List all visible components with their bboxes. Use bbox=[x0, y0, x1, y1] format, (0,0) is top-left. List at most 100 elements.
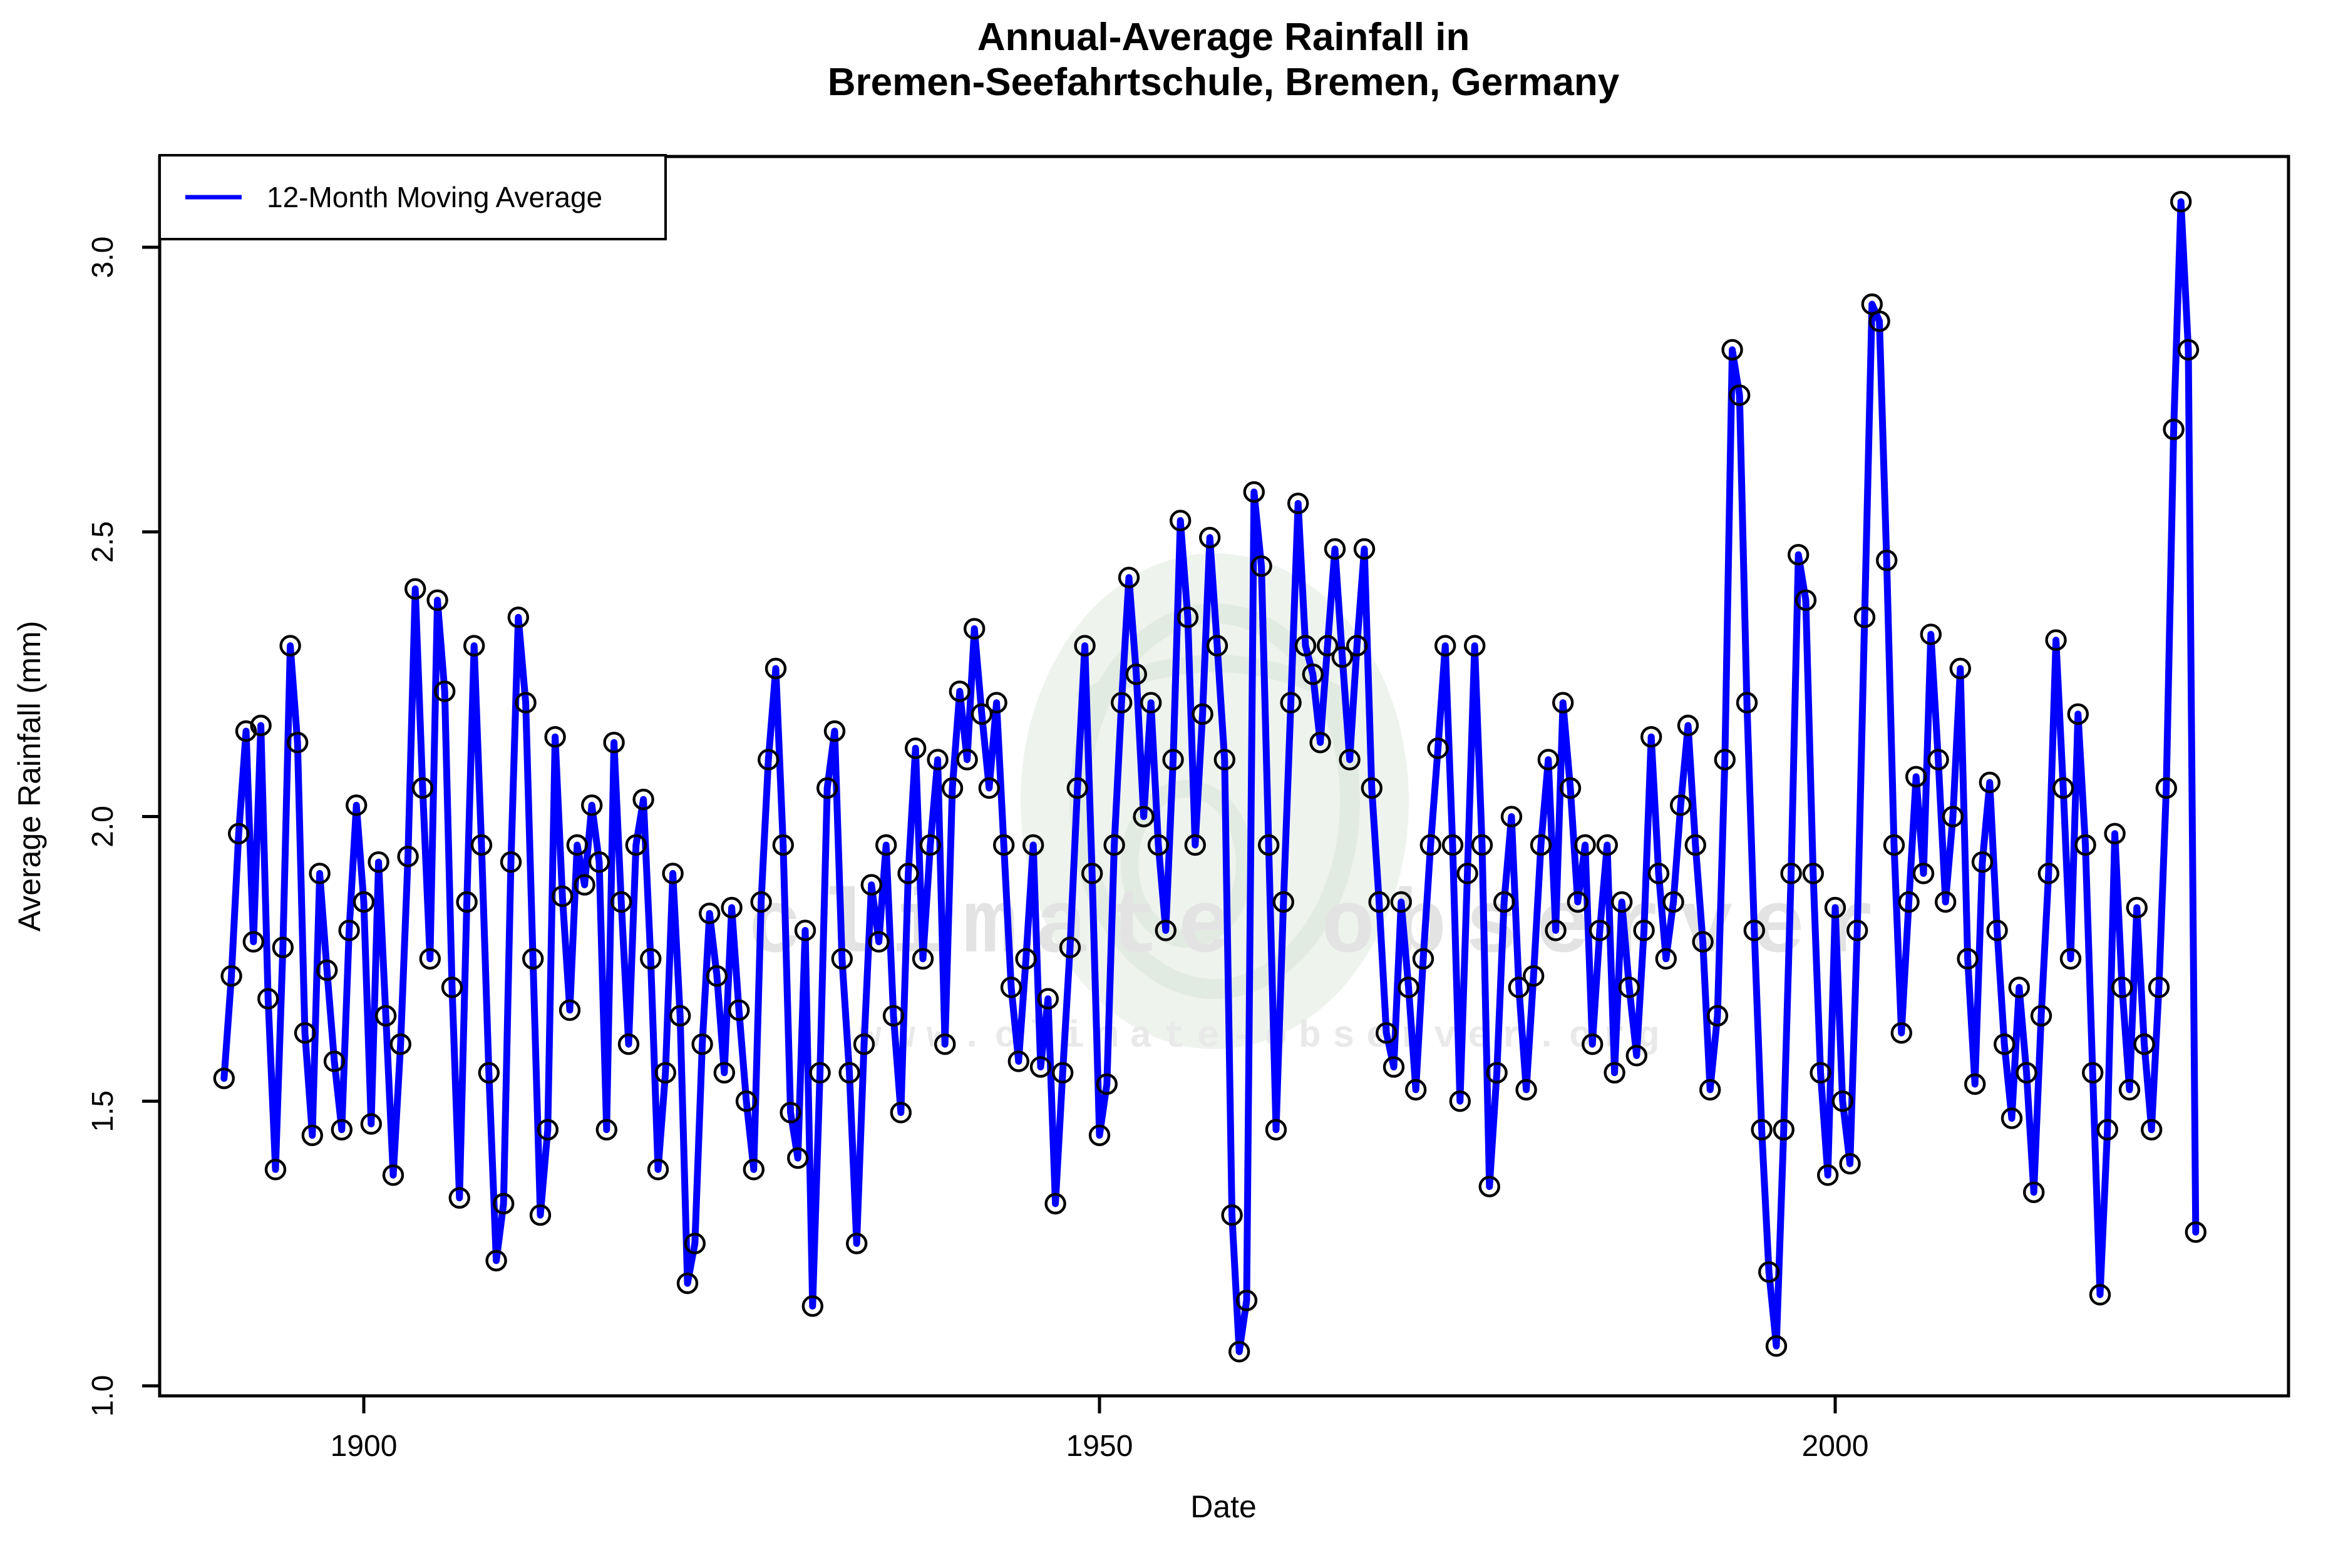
data-point-marker bbox=[382, 1164, 404, 1186]
data-point-marker bbox=[1353, 538, 1376, 560]
data-point-marker bbox=[934, 1033, 956, 1055]
data-point-marker bbox=[1243, 481, 1265, 503]
data-point-marker bbox=[235, 720, 257, 742]
data-point-marker bbox=[1618, 976, 1640, 998]
data-point-marker bbox=[1118, 566, 1140, 588]
data-point-marker bbox=[698, 902, 721, 925]
plot-border bbox=[158, 155, 2290, 1398]
data-point-marker bbox=[537, 1119, 559, 1141]
data-point-marker bbox=[441, 976, 463, 998]
data-point-marker bbox=[728, 999, 750, 1022]
data-point-marker bbox=[1398, 976, 1419, 998]
data-point-marker bbox=[978, 777, 1001, 799]
data-point-marker bbox=[272, 936, 294, 958]
data-point-marker bbox=[2163, 418, 2185, 441]
data-point-marker bbox=[949, 680, 971, 702]
data-point-marker bbox=[1758, 1261, 1780, 1283]
data-point-marker bbox=[346, 794, 368, 816]
data-point-marker bbox=[1625, 1045, 1648, 1067]
data-point-marker bbox=[360, 1113, 382, 1135]
data-point-marker bbox=[213, 1067, 235, 1090]
data-point-marker bbox=[2089, 1284, 2111, 1306]
data-point-marker bbox=[838, 1062, 860, 1084]
data-point-marker bbox=[2074, 834, 2096, 856]
data-point-marker bbox=[1971, 851, 1994, 873]
data-point-marker bbox=[1228, 1341, 1250, 1363]
data-point-marker bbox=[927, 749, 949, 771]
data-point-marker bbox=[1831, 1090, 1854, 1112]
data-point-marker bbox=[242, 931, 264, 953]
data-point-marker bbox=[868, 931, 890, 953]
data-point-marker bbox=[1140, 692, 1162, 714]
data-point-marker bbox=[566, 834, 588, 856]
data-point-marker bbox=[2126, 896, 2148, 919]
data-point-marker bbox=[1383, 1056, 1405, 1078]
data-point-marker bbox=[331, 1119, 353, 1141]
data-point-marker bbox=[2140, 1119, 2163, 1141]
data-point-marker bbox=[1816, 1164, 1839, 1186]
y-tick-label: 3.0 bbox=[86, 237, 120, 279]
data-point-marker bbox=[2045, 629, 2067, 651]
data-point-marker bbox=[2022, 1181, 2045, 1204]
data-point-marker bbox=[470, 834, 493, 856]
data-point-marker bbox=[765, 657, 787, 680]
data-point-marker bbox=[552, 885, 574, 908]
data-point-marker bbox=[426, 589, 448, 611]
legend-label: 12-Month Moving Average bbox=[267, 181, 602, 213]
data-point-marker bbox=[1096, 1073, 1118, 1095]
data-point-marker bbox=[2118, 1079, 2141, 1101]
data-point-marker bbox=[323, 1050, 346, 1072]
data-point-marker bbox=[617, 1033, 640, 1055]
data-point-marker bbox=[1088, 1124, 1111, 1147]
data-point-marker bbox=[625, 834, 647, 856]
data-point-marker bbox=[338, 920, 360, 941]
data-point-marker bbox=[1589, 920, 1611, 941]
data-point-marker bbox=[1361, 777, 1383, 799]
data-point-marker bbox=[1441, 834, 1464, 856]
data-point-marker bbox=[2185, 1221, 2207, 1243]
data-point-marker bbox=[1309, 731, 1331, 754]
data-point-marker bbox=[706, 965, 728, 987]
data-point-marker bbox=[1964, 1073, 1986, 1095]
data-point-marker bbox=[1051, 1062, 1074, 1084]
data-point-marker bbox=[971, 703, 993, 725]
data-point-marker bbox=[845, 1232, 868, 1254]
data-point-marker bbox=[1404, 1079, 1427, 1101]
data-point-marker bbox=[522, 948, 544, 970]
axis-ticks: 1900 1950 2000 1.0 1.5 2.0 2.5 3.0 bbox=[86, 237, 1868, 1463]
data-point-marker bbox=[1875, 550, 1898, 571]
data-point-marker bbox=[2170, 191, 2192, 213]
chart-title-line1: Annual-Average Rainfall in bbox=[977, 16, 1470, 59]
data-point-marker bbox=[1221, 1204, 1243, 1226]
watermark-big-text: climate observer bbox=[748, 877, 1895, 979]
data-point-marker bbox=[1751, 1119, 1773, 1141]
data-point-marker bbox=[786, 1147, 809, 1169]
watermark-small-text: www.climate-observer.org bbox=[859, 1016, 1671, 1058]
data-point-marker bbox=[897, 863, 919, 884]
data-point-marker bbox=[2081, 1062, 2104, 1084]
data-point-marker bbox=[1920, 623, 1942, 645]
data-point-marker bbox=[1339, 749, 1361, 771]
data-point-marker bbox=[1522, 965, 1545, 987]
data-point-marker bbox=[1331, 646, 1354, 669]
data-point-marker bbox=[860, 874, 883, 896]
data-point-marker bbox=[956, 749, 978, 771]
data-point-marker bbox=[1427, 737, 1449, 759]
data-point-marker bbox=[1015, 948, 1037, 970]
data-point-marker bbox=[735, 1090, 758, 1112]
data-point-marker bbox=[1647, 863, 1670, 884]
data-point-marker bbox=[515, 692, 537, 714]
data-point-marker bbox=[389, 1033, 411, 1055]
data-point-marker bbox=[2155, 777, 2178, 799]
data-point-marker bbox=[1714, 749, 1736, 771]
data-point-marker bbox=[2030, 1005, 2052, 1027]
data-point-marker bbox=[1235, 1289, 1258, 1311]
data-point-marker bbox=[1677, 714, 1699, 737]
data-point-marker bbox=[2148, 976, 2170, 998]
data-point-marker bbox=[1456, 863, 1478, 884]
data-point-marker bbox=[823, 720, 846, 742]
data-point-marker bbox=[1567, 891, 1589, 913]
data-point-marker bbox=[1037, 988, 1059, 1010]
y-tick-label: 1.0 bbox=[86, 1375, 120, 1417]
data-point-marker bbox=[1942, 806, 1964, 828]
